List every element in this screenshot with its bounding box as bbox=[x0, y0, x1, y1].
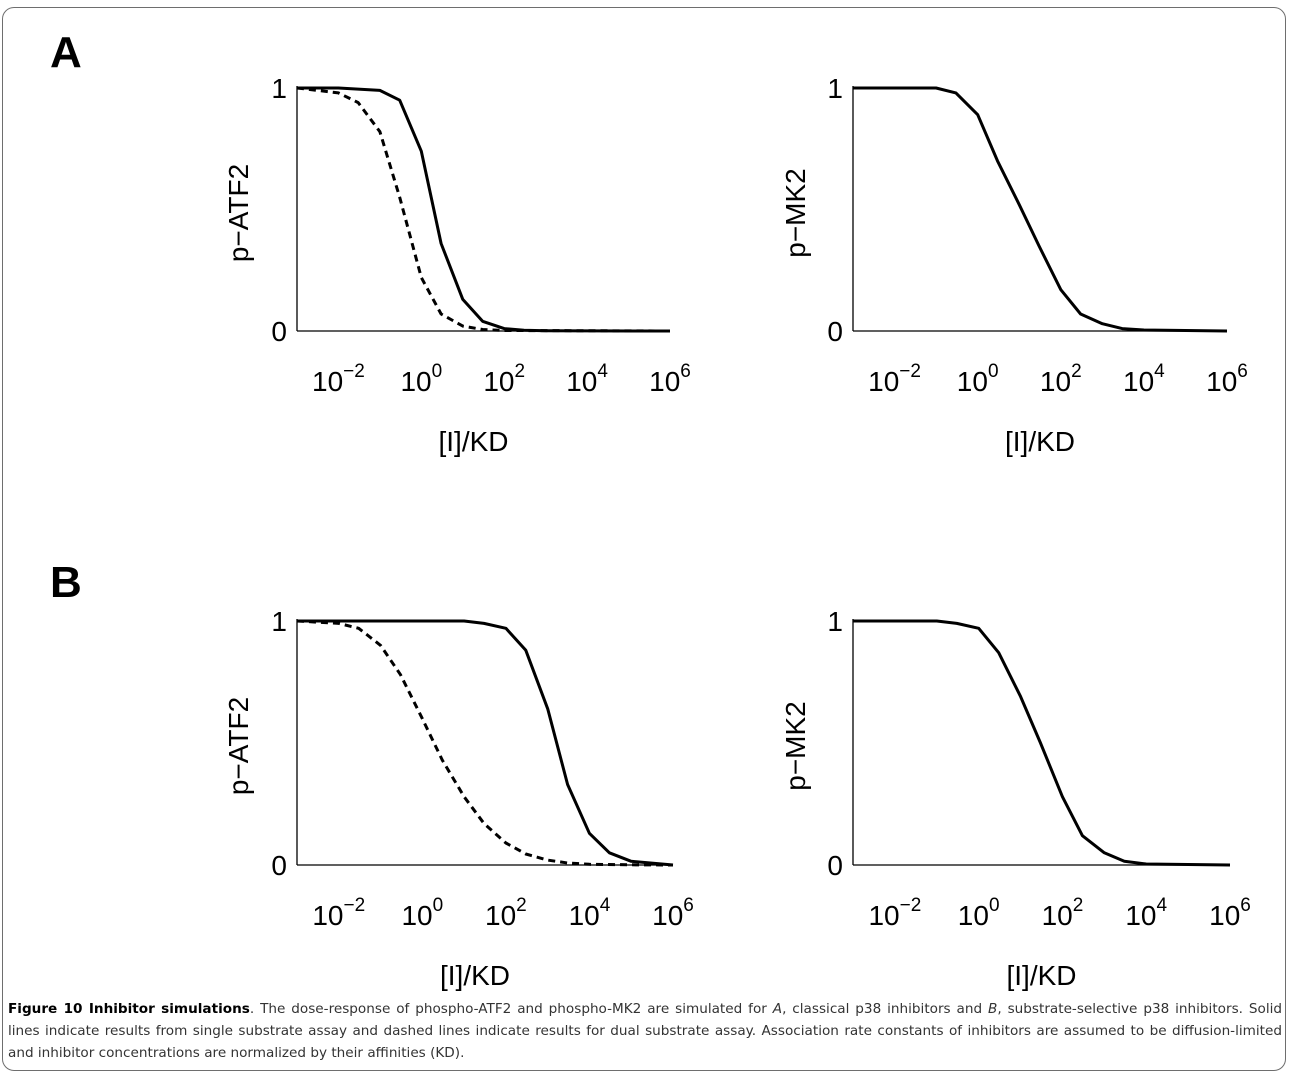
y-axis-label: p−ATF2 bbox=[223, 164, 254, 262]
chart-b-mk2: 0 1 10−2 100 102 104 106 [I]/KD p−MK2 bbox=[780, 606, 1251, 991]
x-tick-label: 100 bbox=[400, 361, 442, 397]
y-tick-label: 1 bbox=[271, 606, 287, 637]
caption-em-b: B bbox=[988, 1001, 998, 1017]
chart-a-mk2: 0 1 10−2 100 102 104 106 [I]/KD p−MK2 bbox=[780, 73, 1248, 457]
x-tick-label: 10−2 bbox=[868, 895, 921, 931]
caption-text-2: , classical p38 inhibitors and bbox=[782, 1001, 989, 1017]
dashed-series-line bbox=[296, 86, 671, 333]
caption-figure-label: Figure 10 bbox=[8, 1001, 83, 1017]
x-tick-label: 102 bbox=[1042, 895, 1084, 931]
x-tick-label: 10−2 bbox=[868, 361, 921, 397]
x-tick-label: 100 bbox=[957, 361, 999, 397]
figure-caption: Figure 10 Inhibitor simulations. The dos… bbox=[8, 998, 1282, 1064]
panel-label-b: B bbox=[50, 558, 82, 607]
x-tick-label: 106 bbox=[649, 361, 691, 397]
caption-em-a: A bbox=[772, 1001, 783, 1017]
caption-title: Inhibitor simulations bbox=[88, 1001, 250, 1017]
y-axis-label: p−MK2 bbox=[780, 168, 811, 258]
chart-a-atf2: 0 1 10−2 100 102 104 106 [I]/KD p−ATF2 bbox=[223, 73, 691, 457]
caption-text-1: . The dose-response of phospho-ATF2 and … bbox=[249, 1001, 773, 1017]
chart-b-atf2: 0 1 10−2 100 102 104 106 [I]/KD p−ATF2 bbox=[223, 606, 694, 991]
x-axis-label: [I]/KD bbox=[1006, 960, 1076, 991]
y-tick-label: 0 bbox=[827, 316, 843, 347]
x-tick-label: 102 bbox=[483, 361, 525, 397]
solid-series-line bbox=[853, 619, 1231, 867]
panel-label-a: A bbox=[50, 28, 82, 77]
y-axis-label: p−MK2 bbox=[780, 701, 811, 791]
x-axis-label: [I]/KD bbox=[440, 960, 510, 991]
solid-series-line bbox=[297, 86, 671, 333]
x-tick-label: 100 bbox=[958, 895, 1000, 931]
figure-frame bbox=[2, 7, 1286, 1071]
x-tick-label: 100 bbox=[401, 895, 443, 931]
solid-series-line bbox=[853, 86, 1228, 333]
x-tick-label: 104 bbox=[569, 895, 611, 931]
x-tick-label: 104 bbox=[566, 361, 608, 397]
x-tick-label: 104 bbox=[1123, 361, 1165, 397]
x-tick-label: 106 bbox=[1206, 361, 1248, 397]
x-tick-label: 10−2 bbox=[312, 895, 365, 931]
y-axis-label: p−ATF2 bbox=[223, 697, 254, 795]
x-tick-label: 106 bbox=[1209, 895, 1251, 931]
caption-text-3: , substrate-selective p38 inhibitors. So… bbox=[8, 1001, 1283, 1061]
solid-series-line bbox=[297, 619, 674, 867]
x-tick-label: 10−2 bbox=[312, 361, 365, 397]
x-tick-label: 104 bbox=[1125, 895, 1167, 931]
x-axis-label: [I]/KD bbox=[438, 426, 508, 457]
y-tick-label: 1 bbox=[827, 606, 843, 637]
y-tick-label: 1 bbox=[271, 73, 287, 104]
x-axis-label: [I]/KD bbox=[1005, 426, 1075, 457]
y-tick-label: 0 bbox=[271, 850, 287, 881]
dashed-series-line bbox=[296, 619, 674, 867]
x-tick-label: 102 bbox=[485, 895, 527, 931]
x-tick-label: 102 bbox=[1040, 361, 1082, 397]
y-tick-label: 0 bbox=[271, 316, 287, 347]
y-tick-label: 1 bbox=[827, 73, 843, 104]
y-tick-label: 0 bbox=[827, 850, 843, 881]
x-tick-label: 106 bbox=[652, 895, 694, 931]
